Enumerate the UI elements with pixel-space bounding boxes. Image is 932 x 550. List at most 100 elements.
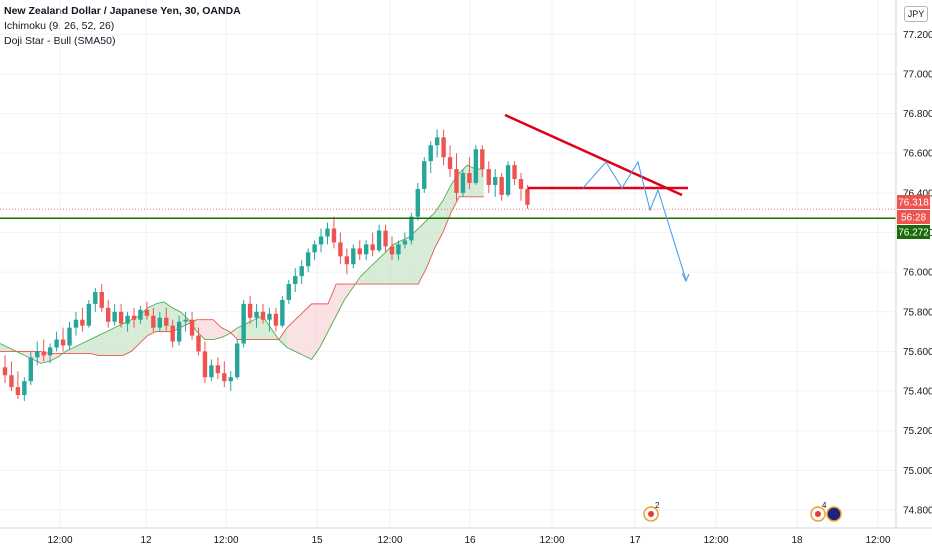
- price-tick-label: 75.000: [903, 466, 932, 477]
- price-tick-label: 75.400: [903, 387, 932, 398]
- candle-body: [447, 157, 453, 170]
- candle-body: [512, 165, 517, 180]
- candle-body: [254, 311, 259, 318]
- price-tick-label: 76.400: [903, 188, 932, 199]
- candle-body: [325, 228, 330, 237]
- cloud-segment: [90, 335, 99, 356]
- symbol-title[interactable]: New Zealand Dollar / Japanese Yen, 30, O…: [4, 5, 241, 17]
- price-tick-label: 75.600: [903, 347, 932, 358]
- candle-body: [164, 317, 169, 326]
- candle-body: [331, 228, 337, 243]
- candle-body: [454, 169, 459, 193]
- time-tick-label: 18: [791, 535, 803, 546]
- candle-body: [183, 319, 188, 322]
- candle-body: [389, 246, 395, 255]
- candle-body: [73, 319, 79, 328]
- cloud-segment: [319, 303, 328, 348]
- price-tick-label: 76.600: [903, 149, 932, 160]
- candle-body: [47, 347, 53, 356]
- candle-body: [305, 252, 311, 267]
- candle-body: [28, 357, 33, 382]
- candle-body: [486, 169, 491, 185]
- time-tick-label: 12:00: [47, 535, 72, 546]
- grid: [0, 0, 896, 528]
- candle-body: [235, 343, 240, 378]
- cloud-segment: [295, 311, 304, 356]
- projection-path[interactable]: [582, 160, 687, 281]
- price-tick-label: 76.800: [903, 109, 932, 120]
- last-price-tag[interactable]: [897, 195, 930, 209]
- ichimoku-indicator-label[interactable]: Ichimoku (9, 26, 52, 26): [4, 20, 115, 32]
- candle-body: [241, 303, 246, 344]
- time-tick-label: 12: [140, 535, 152, 546]
- cloud-segment: [0, 343, 9, 352]
- candle-body: [151, 315, 156, 328]
- candle-body: [215, 365, 221, 374]
- candle-body: [480, 149, 485, 170]
- cloud-segment: [278, 327, 287, 348]
- cloud-segment: [106, 327, 115, 356]
- candle-body: [131, 315, 137, 320]
- level-price-tag[interactable]: [897, 225, 930, 239]
- cloud-segment: [442, 184, 451, 233]
- time-tick-label: 15: [311, 535, 323, 546]
- candle-body: [518, 179, 524, 189]
- candle-body: [170, 325, 175, 342]
- cloud-segment: [344, 284, 353, 300]
- candle-body: [434, 137, 440, 146]
- candle-body: [344, 256, 350, 265]
- candle-body: [422, 161, 427, 189]
- event-marker-1-count: 2: [655, 501, 660, 510]
- time-tick-label: 12:00: [539, 535, 564, 546]
- candle-body: [93, 291, 98, 304]
- time-tick-label: 17: [629, 535, 641, 546]
- candle-body: [460, 173, 466, 193]
- candles: [2, 129, 530, 401]
- candle-body: [125, 315, 130, 324]
- price-tags: 76.318 56:28 76.272: [897, 195, 930, 239]
- candle-body: [338, 242, 343, 257]
- candle-body: [106, 307, 111, 322]
- bar-countdown-tag[interactable]: [897, 210, 930, 224]
- candle-body: [357, 248, 362, 255]
- flag-nz-icon[interactable]: [826, 506, 842, 522]
- candle-body: [370, 244, 375, 251]
- time-axis: 12:00 12 12:00 15 12:00 16 12:00 17 12:00 18 12:00: [0, 527, 932, 546]
- triangle-upper-line[interactable]: [504, 113, 683, 197]
- cloud-segment: [246, 319, 255, 340]
- candle-body: [312, 244, 317, 253]
- candle-body: [280, 299, 285, 326]
- cloud-segment: [401, 236, 410, 285]
- cloud-segment: [123, 319, 132, 356]
- cloud-segment: [73, 343, 82, 354]
- cloud-segment: [434, 200, 443, 249]
- price-tick-label: 75.800: [903, 307, 932, 318]
- cloud-segment: [328, 284, 337, 332]
- candle-body: [260, 311, 266, 320]
- projection-arrowhead: [681, 272, 690, 283]
- candle-body: [247, 303, 253, 318]
- candle-body: [35, 351, 40, 358]
- cloud-segment: [114, 323, 123, 356]
- candle-body: [499, 177, 504, 195]
- candle-body: [86, 303, 92, 326]
- candle-body: [467, 173, 472, 183]
- candle-body: [22, 381, 27, 396]
- currency-badge[interactable]: JPY: [904, 6, 928, 22]
- time-tick-label: 12:00: [377, 535, 402, 546]
- price-axis: 74.800 75.000 75.200 75.400 75.600 75.800 76.0…: [895, 0, 932, 528]
- cloud-segment: [287, 319, 296, 352]
- candle-body: [525, 188, 530, 205]
- cloud-segment: [336, 284, 345, 316]
- candle-body: [176, 321, 182, 342]
- candle-body: [54, 339, 59, 348]
- cloud-segment: [205, 319, 214, 340]
- bar-countdown-tag-text: 56:28: [901, 213, 926, 224]
- cloud-segment: [377, 252, 386, 285]
- candle-body: [402, 240, 408, 245]
- candle-body: [196, 335, 201, 352]
- drawings: [0, 113, 896, 283]
- cloud-segment: [360, 268, 369, 285]
- cloud-segment: [98, 331, 107, 356]
